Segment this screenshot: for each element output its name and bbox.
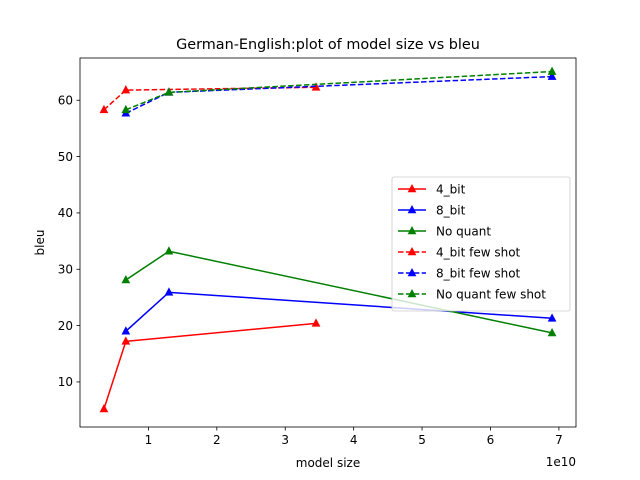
y-tick-label: 20 bbox=[58, 319, 73, 333]
legend-label: 8_bit few shot bbox=[436, 266, 521, 280]
x-tick-label: 3 bbox=[281, 433, 289, 447]
legend-entry: 4_bit bbox=[398, 182, 466, 196]
data-point bbox=[547, 66, 557, 75]
y-tick-label: 40 bbox=[58, 206, 73, 220]
x-tick-label: 7 bbox=[555, 433, 563, 447]
data-point bbox=[547, 313, 557, 322]
data-point bbox=[121, 104, 131, 114]
data-point bbox=[121, 275, 131, 284]
legend-marker bbox=[407, 247, 417, 256]
legend-marker bbox=[407, 289, 417, 298]
y-axis-label: bleu bbox=[33, 230, 47, 256]
legend: 4_bit 8_bit No quant 4_bit few shot 8_bit fe… bbox=[391, 176, 571, 312]
series-line bbox=[125, 70, 553, 111]
x-axis: 1 2 3 4 5 6 7 bbox=[145, 427, 563, 447]
data-point bbox=[547, 71, 557, 80]
legend-box bbox=[391, 176, 571, 312]
x-tick-label: 2 bbox=[213, 433, 221, 447]
plot-frame bbox=[79, 57, 577, 428]
y-tick-label: 60 bbox=[58, 94, 73, 108]
x-axis-label: model size bbox=[296, 456, 360, 470]
data-point bbox=[99, 404, 109, 413]
data-point bbox=[121, 326, 131, 335]
legend-label: 8_bit bbox=[436, 203, 466, 217]
series-no-quant-few-shot bbox=[121, 66, 557, 114]
legend-label: No quant bbox=[436, 224, 491, 238]
legend-label: No quant few shot bbox=[436, 287, 546, 301]
legend-entry: No quant bbox=[398, 224, 491, 238]
data-point bbox=[311, 318, 321, 327]
legend-marker bbox=[407, 226, 417, 235]
data-point bbox=[164, 87, 174, 96]
x-tick-label: 4 bbox=[350, 433, 358, 447]
data-point bbox=[99, 104, 109, 114]
legend-marker bbox=[407, 205, 417, 214]
series-line bbox=[103, 86, 317, 111]
legend-entry: 4_bit few shot bbox=[398, 245, 521, 259]
legend-marker bbox=[407, 268, 417, 277]
legend-label: 4_bit few shot bbox=[436, 245, 521, 259]
x-offset-label: 1e10 bbox=[546, 455, 576, 469]
legend-entry: 8_bit few shot bbox=[398, 266, 521, 280]
y-tick-label: 50 bbox=[58, 150, 73, 164]
y-tick-label: 30 bbox=[58, 263, 73, 277]
y-tick-label: 10 bbox=[58, 375, 73, 389]
data-point bbox=[164, 287, 174, 296]
series-4-bit bbox=[99, 318, 321, 413]
y-axis: 10 20 30 40 50 60 bbox=[58, 94, 80, 389]
data-point bbox=[547, 327, 557, 337]
data-point bbox=[121, 336, 131, 345]
legend-entry: No quant few shot bbox=[398, 287, 546, 301]
chart-title: German-English:plot of model size vs ble… bbox=[176, 37, 480, 53]
x-tick-label: 1 bbox=[145, 433, 153, 447]
x-tick-label: 6 bbox=[487, 433, 495, 447]
legend-marker bbox=[407, 184, 417, 193]
data-point bbox=[164, 246, 174, 255]
legend-entry: 8_bit bbox=[398, 203, 466, 217]
legend-label: 4_bit bbox=[436, 182, 466, 196]
x-tick-label: 5 bbox=[418, 433, 426, 447]
data-point bbox=[121, 85, 131, 94]
